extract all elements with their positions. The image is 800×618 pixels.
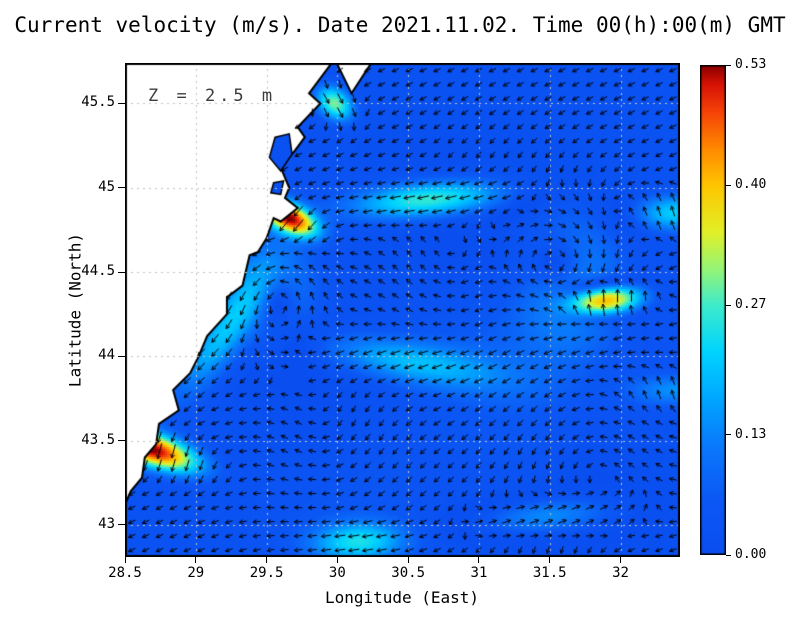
x-axis-label: Longitude (East): [324, 588, 480, 607]
colorbar-tick-label: 0.40: [735, 177, 767, 193]
x-tick-label: 31: [470, 565, 488, 581]
colorbar-tick-label: 0.27: [735, 297, 767, 313]
y-tick-label: 43: [98, 515, 115, 532]
x-tick-mark: [407, 557, 409, 563]
x-tick-mark: [549, 557, 551, 563]
x-tick-mark: [336, 557, 338, 563]
colorbar-tick-label: 0.00: [735, 547, 767, 562]
x-tick-label: 30: [328, 565, 346, 581]
y-axis-label: Latitude (North): [65, 232, 85, 388]
x-tick-label: 30.5: [391, 565, 426, 581]
x-tick-mark: [478, 557, 480, 563]
colorbar-tick-mark: [726, 554, 731, 556]
colorbar-tick-mark: [726, 64, 731, 66]
y-tick-mark: [118, 271, 125, 273]
y-tick-mark: [118, 440, 125, 442]
y-tick-label: 44: [98, 347, 115, 364]
y-tick-mark: [118, 187, 125, 189]
x-tick-mark: [620, 557, 622, 563]
y-tick-label: 45.5: [81, 94, 115, 111]
y-tick-label: 45: [98, 178, 115, 195]
x-tick-mark: [124, 557, 126, 563]
x-tick-label: 31.5: [532, 565, 567, 581]
map-canvas: [125, 63, 680, 557]
colorbar-tick-mark: [726, 304, 731, 306]
y-tick-mark: [118, 355, 125, 357]
y-tick-mark: [118, 102, 125, 104]
colorbar-tick-label: 0.53: [735, 57, 767, 72]
colorbar-tick-mark: [726, 434, 731, 436]
x-tick-label: 28.5: [108, 565, 142, 581]
colorbar-canvas: [700, 65, 726, 555]
x-tick-mark: [266, 557, 268, 563]
y-tick-mark: [118, 524, 125, 526]
x-tick-label: 29: [187, 565, 205, 581]
y-tick-label: 43.5: [81, 431, 115, 448]
x-tick-label: 29.5: [249, 565, 284, 581]
x-tick-label: 32: [612, 565, 629, 581]
chart-title: Current velocity (m/s). Date 2021.11.02.…: [14, 13, 786, 37]
x-tick-mark: [195, 557, 197, 563]
colorbar-tick-mark: [726, 184, 731, 186]
colorbar-tick-label: 0.13: [735, 426, 767, 442]
depth-annotation: Z = 2.5 m: [148, 86, 277, 106]
y-tick-label: 44.5: [81, 263, 115, 280]
